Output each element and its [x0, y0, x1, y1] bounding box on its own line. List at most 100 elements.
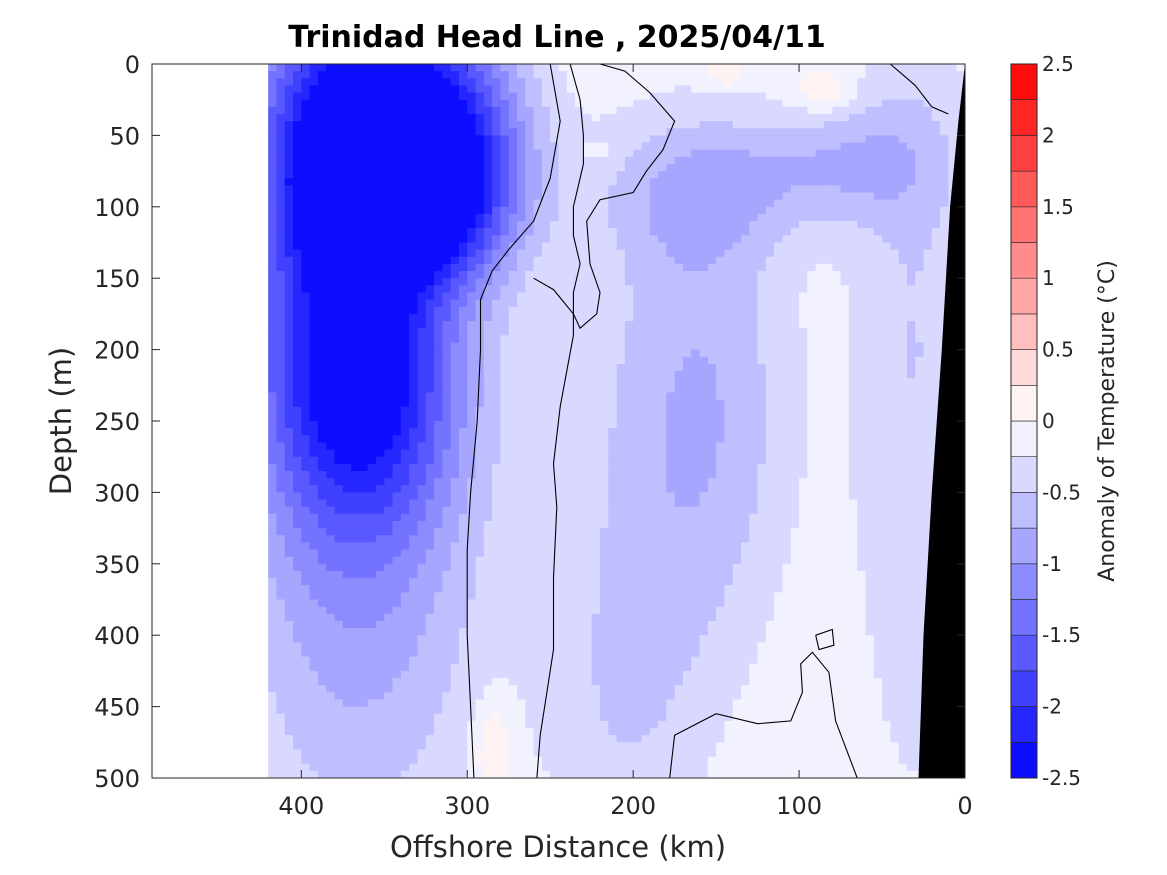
anomaly-cell [492, 135, 502, 144]
anomaly-cell [367, 442, 377, 451]
anomaly-cell [309, 178, 319, 186]
anomaly-cell [351, 285, 360, 294]
anomaly-cell [508, 642, 518, 651]
anomaly-cell [458, 742, 468, 751]
anomaly-cell [641, 663, 651, 672]
anomaly-cell [317, 499, 327, 508]
anomaly-cell [558, 106, 568, 115]
anomaly-cell [309, 520, 319, 529]
anomaly-cell [400, 578, 410, 586]
anomaly-cell [284, 178, 294, 186]
anomaly-cell [599, 642, 609, 651]
anomaly-cell [458, 428, 468, 436]
anomaly-cell [351, 278, 360, 286]
anomaly-cell [458, 142, 468, 151]
anomaly-cell [467, 506, 477, 515]
anomaly-cell [334, 106, 344, 115]
anomaly-cell [658, 206, 667, 215]
anomaly-cell [616, 435, 626, 444]
anomaly-cell [425, 506, 435, 515]
anomaly-cell [649, 520, 659, 529]
anomaly-cell [483, 656, 493, 665]
anomaly-cell [293, 435, 302, 444]
anomaly-cell [367, 663, 377, 672]
anomaly-cell [674, 592, 684, 601]
anomaly-cell [608, 670, 618, 679]
anomaly-cell [450, 85, 460, 94]
anomaly-cell [442, 249, 452, 258]
anomaly-cell [309, 685, 319, 693]
anomaly-cell [425, 356, 435, 365]
anomaly-cell [591, 499, 601, 508]
anomaly-cell [384, 428, 394, 436]
anomaly-cell [317, 742, 327, 751]
anomaly-cell [533, 699, 543, 708]
anomaly-cell [492, 649, 502, 658]
anomaly-cell [541, 542, 551, 551]
anomaly-cell [591, 249, 601, 258]
anomaly-cell [633, 421, 643, 429]
anomaly-cell [500, 535, 510, 543]
anomaly-cell [575, 213, 584, 222]
anomaly-cell [624, 463, 634, 472]
anomaly-cell [624, 678, 634, 686]
anomaly-cell [458, 221, 468, 229]
anomaly-cell [641, 642, 651, 651]
anomaly-cell [649, 599, 659, 608]
anomaly-cell [458, 385, 468, 394]
anomaly-cell [674, 542, 684, 551]
anomaly-cell [525, 435, 535, 444]
anomaly-cell [284, 171, 294, 179]
anomaly-cell [599, 456, 609, 465]
anomaly-cell [492, 249, 502, 258]
anomaly-cell [508, 363, 518, 372]
anomaly-cell [517, 642, 526, 651]
anomaly-cell [326, 520, 336, 529]
anomaly-cell [301, 85, 311, 94]
anomaly-cell [483, 64, 493, 72]
anomaly-cell [649, 442, 659, 451]
anomaly-cell [608, 720, 618, 729]
anomaly-cell [475, 235, 485, 244]
anomaly-cell [450, 413, 460, 422]
anomaly-cell [417, 442, 427, 451]
anomaly-cell [649, 321, 659, 329]
anomaly-cell [583, 178, 593, 186]
anomaly-cell [633, 463, 643, 472]
anomaly-cell [334, 713, 344, 722]
anomaly-cell [641, 649, 651, 658]
anomaly-cell [409, 106, 419, 115]
anomaly-cell [599, 570, 609, 579]
anomaly-cell [384, 242, 394, 251]
anomaly-cell [633, 185, 643, 194]
anomaly-cell [317, 363, 327, 372]
anomaly-cell [558, 235, 568, 244]
anomaly-cell [583, 578, 593, 586]
anomaly-cell [284, 242, 294, 251]
anomaly-cell [276, 106, 286, 115]
anomaly-cell [533, 735, 543, 743]
anomaly-cell [417, 599, 427, 608]
anomaly-cell [268, 306, 278, 315]
anomaly-cell [575, 342, 584, 351]
anomaly-cell [268, 163, 278, 172]
anomaly-cell [434, 563, 443, 572]
anomaly-cell [359, 135, 369, 144]
anomaly-cell [666, 535, 676, 543]
anomaly-cell [450, 592, 460, 601]
anomaly-cell [550, 306, 560, 315]
anomaly-cell [641, 720, 651, 729]
anomaly-cell [517, 64, 526, 72]
anomaly-cell [442, 549, 452, 558]
anomaly-cell [334, 378, 344, 386]
anomaly-cell [591, 306, 601, 315]
anomaly-cell [425, 556, 435, 565]
anomaly-cell [517, 206, 526, 215]
anomaly-cell [342, 413, 352, 422]
anomaly-cell [525, 499, 535, 508]
anomaly-cell [558, 199, 568, 208]
anomaly-cell [599, 306, 609, 315]
anomaly-cell [525, 613, 535, 622]
anomaly-cell [583, 535, 593, 543]
anomaly-cell [666, 528, 676, 536]
